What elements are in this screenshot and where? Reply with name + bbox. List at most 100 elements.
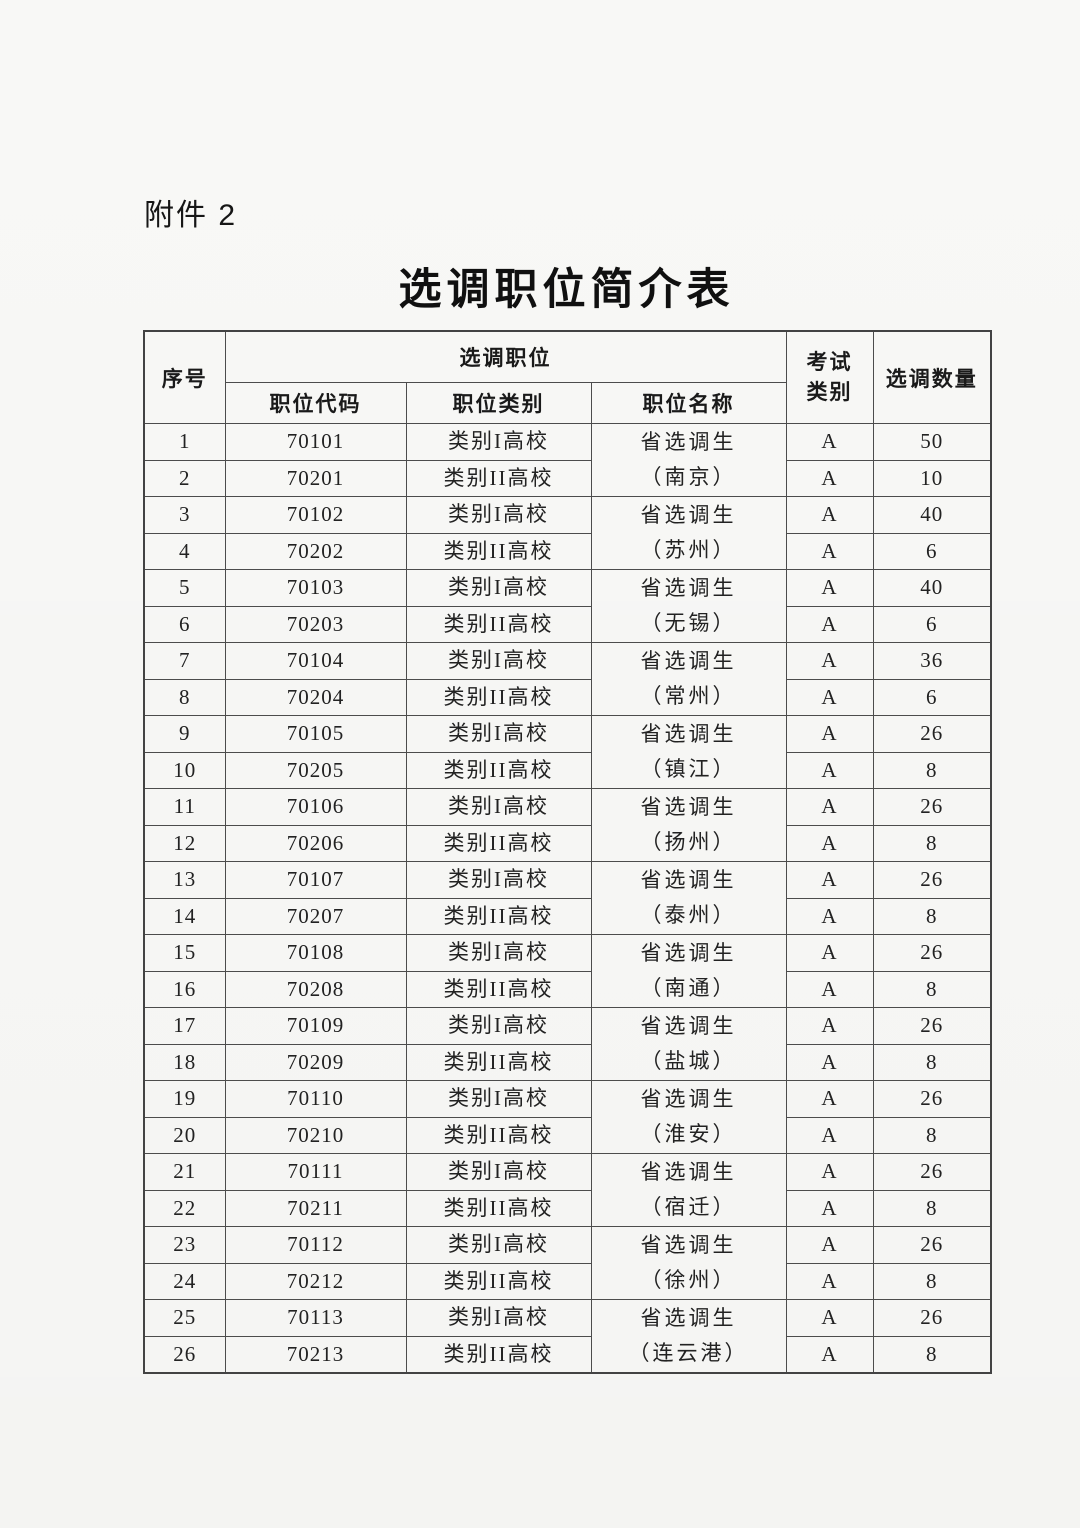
position-name-line2: （南京） — [640, 465, 737, 489]
cell-exam-category: A — [785, 1153, 874, 1191]
cell-position-category: 类别I高校 — [405, 1080, 592, 1118]
cell-exam-category: A — [785, 861, 874, 899]
table-row: 19 70110 类别I高校 省选调生 （淮安） A 26 — [143, 1080, 992, 1154]
cell-serial: 8 — [143, 678, 226, 716]
table-row: 18 70209 类别II高校 A 8 — [143, 1043, 992, 1081]
cell-serial: 11 — [143, 788, 226, 826]
cell-serial: 18 — [143, 1043, 226, 1081]
cell-exam-category: A — [785, 605, 874, 643]
cell-position-code: 70210 — [224, 1116, 407, 1154]
cell-serial: 3 — [143, 496, 226, 534]
cell-serial: 21 — [143, 1153, 226, 1191]
cell-quantity: 40 — [872, 569, 992, 607]
cell-position-name: 省选调生 （淮安） — [590, 1080, 787, 1154]
cell-exam-category: A — [785, 1007, 874, 1045]
table-row: 6 70203 类别II高校 A 6 — [143, 605, 992, 643]
header-position-group: 选调职位 — [224, 330, 787, 383]
cell-position-name: 省选调生 （扬州） — [590, 788, 787, 862]
cell-quantity: 8 — [872, 1262, 992, 1300]
cell-serial: 4 — [143, 532, 226, 570]
cell-position-name: 省选调生 （苏州） — [590, 496, 787, 570]
cell-position-category: 类别I高校 — [405, 861, 592, 899]
cell-position-category: 类别I高校 — [405, 1153, 592, 1191]
cell-position-category: 类别II高校 — [405, 1335, 592, 1374]
cell-quantity: 26 — [872, 1299, 992, 1337]
cell-exam-category: A — [785, 970, 874, 1008]
table-row: 20 70210 类别II高校 A 8 — [143, 1116, 992, 1154]
cell-position-code: 70113 — [224, 1299, 407, 1337]
cell-quantity: 26 — [872, 1007, 992, 1045]
cell-position-category: 类别I高校 — [405, 715, 592, 753]
position-name-line1: 省选调生 — [640, 794, 737, 819]
cell-position-name: 省选调生 （宿迁） — [590, 1153, 787, 1227]
table-row: 12 70206 类别II高校 A 8 — [143, 824, 992, 862]
header-position-name: 职位名称 — [590, 382, 787, 424]
cell-exam-category: A — [785, 532, 874, 570]
cell-exam-category: A — [785, 1189, 874, 1227]
cell-position-name: 省选调生 （连云港） — [590, 1299, 787, 1374]
cell-position-category: 类别II高校 — [405, 1262, 592, 1300]
cell-position-category: 类别II高校 — [405, 824, 592, 862]
cell-position-category: 类别II高校 — [405, 678, 592, 716]
cell-position-category: 类别II高校 — [405, 1189, 592, 1227]
position-name-line1: 省选调生 — [640, 429, 737, 454]
cell-position-category: 类别I高校 — [405, 1007, 592, 1045]
cell-position-category: 类别I高校 — [405, 1226, 592, 1264]
table-row: 24 70212 类别II高校 A 8 — [143, 1262, 992, 1300]
position-name-line1: 省选调生 — [640, 575, 737, 600]
cell-position-code: 70104 — [224, 642, 407, 680]
cell-position-code: 70201 — [224, 459, 407, 497]
cell-quantity: 8 — [872, 1043, 992, 1081]
cell-position-category: 类别I高校 — [405, 934, 592, 972]
cell-position-code: 70202 — [224, 532, 407, 570]
cell-serial: 24 — [143, 1262, 226, 1300]
cell-serial: 20 — [143, 1116, 226, 1154]
cell-position-category: 类别II高校 — [405, 605, 592, 643]
cell-serial: 13 — [143, 861, 226, 899]
cell-exam-category: A — [785, 1080, 874, 1118]
cell-serial: 2 — [143, 459, 226, 497]
cell-quantity: 50 — [872, 423, 992, 461]
cell-exam-category: A — [785, 496, 874, 534]
cell-position-name: 省选调生 （泰州） — [590, 861, 787, 935]
header-position-code: 职位代码 — [224, 382, 407, 424]
cell-serial: 9 — [143, 715, 226, 753]
header-row-top: 序号 选调职位 考试 类别 选调数量 — [143, 330, 992, 424]
cell-position-code: 70209 — [224, 1043, 407, 1081]
cell-serial: 6 — [143, 605, 226, 643]
cell-position-code: 70208 — [224, 970, 407, 1008]
cell-quantity: 6 — [872, 605, 992, 643]
table-header: 序号 选调职位 考试 类别 选调数量 职位代码 职位类别 职位名称 — [143, 330, 992, 424]
cell-serial: 19 — [143, 1080, 226, 1118]
table-row: 14 70207 类别II高校 A 8 — [143, 897, 992, 935]
positions-table: 序号 选调职位 考试 类别 选调数量 职位代码 职位类别 职位名称 1 70101… — [143, 330, 992, 1374]
cell-exam-category: A — [785, 1262, 874, 1300]
position-name-line2: （苏州） — [640, 538, 737, 562]
table-row: 23 70112 类别I高校 省选调生 （徐州） A 26 — [143, 1226, 992, 1300]
cell-quantity: 8 — [872, 751, 992, 789]
cell-exam-category: A — [785, 934, 874, 972]
cell-position-category: 类别II高校 — [405, 1043, 592, 1081]
cell-quantity: 8 — [872, 897, 992, 935]
table-row: 1 70101 类别I高校 省选调生 （南京） A 50 — [143, 423, 992, 497]
cell-quantity: 26 — [872, 861, 992, 899]
position-name-line2: （镇江） — [640, 757, 737, 781]
table-row: 9 70105 类别I高校 省选调生 （镇江） A 26 — [143, 715, 992, 789]
position-name-line2: （徐州） — [640, 1268, 737, 1292]
cell-exam-category: A — [785, 751, 874, 789]
cell-exam-category: A — [785, 459, 874, 497]
position-name-line1: 省选调生 — [640, 940, 737, 965]
table-row: 25 70113 类别I高校 省选调生 （连云港） A 26 — [143, 1299, 992, 1374]
position-name-line2: （南通） — [640, 976, 737, 1000]
cell-exam-category: A — [785, 1335, 874, 1374]
header-exam-category-line2: 类别 — [806, 380, 853, 404]
cell-quantity: 26 — [872, 715, 992, 753]
cell-position-category: 类别I高校 — [405, 1299, 592, 1337]
cell-position-name: 省选调生 （常州） — [590, 642, 787, 716]
cell-quantity: 26 — [872, 1153, 992, 1191]
position-name-line2: （泰州） — [640, 903, 737, 927]
cell-serial: 7 — [143, 642, 226, 680]
cell-position-category: 类别I高校 — [405, 788, 592, 826]
position-name-line2: （宿迁） — [640, 1195, 737, 1219]
cell-position-code: 70211 — [224, 1189, 407, 1227]
